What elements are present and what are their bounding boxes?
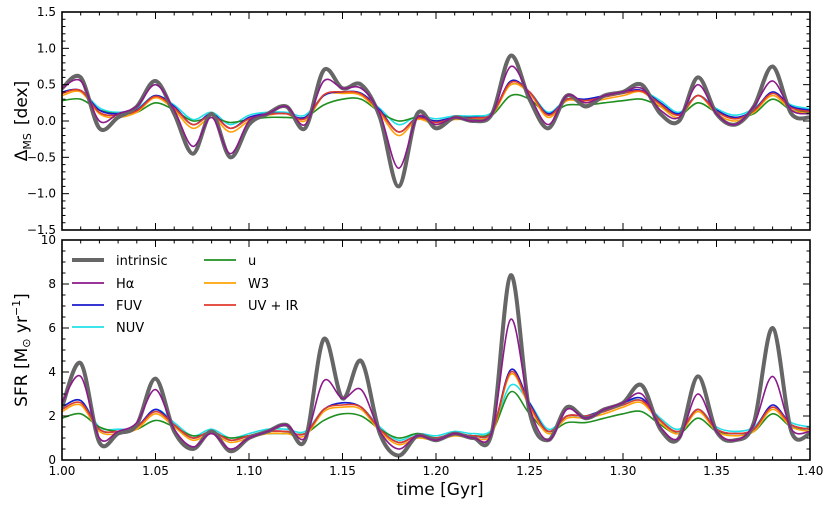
legend-label-NUV: NUV [116,321,144,336]
y-tick-label: 1.5 [37,5,56,19]
y-tick-label: 1.0 [37,41,56,55]
y-tick-label: 0.5 [37,78,56,92]
legend-label-UVIR: UV + IR [248,299,298,314]
y-axis-label-top-unit: [dex] [12,81,32,125]
y-tick-label: 6 [48,321,56,335]
y-tick-label: −1.5 [27,223,56,237]
series-line-delta_ms-Halpha [62,65,810,170]
x-tick-label: 1.10 [236,464,263,478]
x-tick-label: 1.00 [49,464,76,478]
y-axis-label-bottom: SFR [M⊙ yr−1] [10,293,33,407]
y-tick-label: 10 [41,233,56,247]
y-tick-label: 0.0 [37,114,56,128]
series-line-sfr-Halpha [62,318,810,450]
delta-ms-panel: −1.5 −1.0 −0.5 0.0 0.5 1.0 1.5 ΔMS [dex] [12,5,811,237]
y-axis-label-bottom-exp: −1 [10,300,23,316]
y-axis-label-top: ΔMS [dex] [12,81,34,161]
y-axis-label-top-main: Δ [12,149,32,161]
series-group [62,53,810,189]
x-tick-label: 1.15 [329,464,356,478]
y-axis-label-top-sub: MS [21,133,34,149]
legend-label-W3: W3 [248,277,269,292]
y-tick-label: 8 [48,277,56,291]
legend-label-intrinsic: intrinsic [116,254,168,269]
series-group [62,273,810,458]
y-tick-label: −1.0 [27,187,56,201]
y-tick-label: −0.5 [27,150,56,164]
y-axis-label-bottom-rest: yr [12,316,32,338]
y-tick-label: 0 [48,453,56,467]
x-tick-label: 1.40 [797,464,824,478]
legend-label-FUV: FUV [116,299,142,314]
legend: intrinsic Hα FUV NUV u W3 UV + IR [72,254,298,336]
y-tick-label: 4 [48,365,56,379]
x-tick-label: 1.35 [703,464,730,478]
x-tick-label: 1.30 [610,464,637,478]
sfr-panel: 0 2 4 6 8 10 1.00 1.05 1.10 1.15 1.20 1.25 1.30 1.35 1… [10,233,823,478]
y-axis-label-bottom-close: ] [12,293,32,300]
legend-label-u: u [248,254,256,269]
y-axis-label-bottom-sun: ⊙ [20,339,33,348]
x-tick-label: 1.05 [142,464,169,478]
y-tick-label: 2 [48,409,56,423]
x-axis-label: time [Gyr] [396,480,483,500]
x-tick-label: 1.25 [516,464,543,478]
legend-label-Halpha: Hα [116,277,134,292]
y-axis-label-bottom-main: SFR [M [12,348,32,407]
x-tick-label: 1.20 [423,464,450,478]
